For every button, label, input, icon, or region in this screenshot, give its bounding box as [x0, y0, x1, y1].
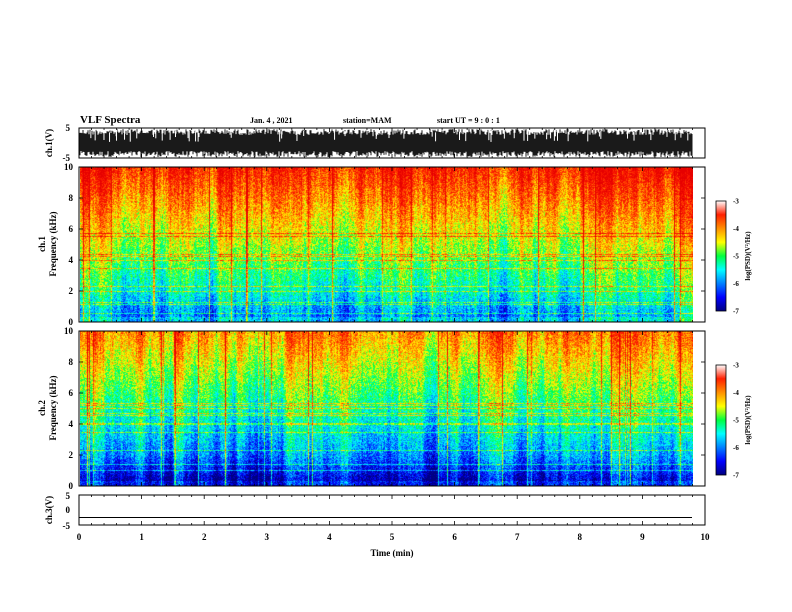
ch2-spectrogram-ylabel-channel: ch.2	[37, 400, 47, 416]
x-tick-label: 6	[452, 532, 457, 542]
colorbar-tick-label: -3	[733, 362, 739, 370]
x-tick-label: 8	[578, 532, 583, 542]
time-axis-label: Time (min)	[370, 548, 413, 558]
x-tick-label: 0	[77, 532, 82, 542]
ch3-waveform-panel: 5 0 -5 ch.3(V)	[44, 491, 706, 531]
ch2-spectrogram-panel: 0 2 4 6 8 10 ch.2 Frequency (kHz)	[37, 326, 706, 491]
ch2-spectrogram-image	[80, 331, 693, 486]
start-time-label: start UT = 9 : 0 : 1	[437, 116, 500, 125]
ch1-waveform-ylabel: ch.1(V)	[44, 129, 54, 157]
x-tick-label: 7	[515, 532, 520, 542]
ch1-spectrogram-panel: 0 2 4 6 8 10 ch.1 Frequency (kHz)	[37, 162, 706, 327]
y-tick-label: 2	[69, 286, 74, 296]
time-axis-ticks	[78, 128, 706, 525]
ch1-ytick-bottom: -5	[63, 153, 71, 163]
ch1-waveform-signal	[79, 129, 693, 157]
ch1-spectrogram-ylabel-channel: ch.1	[37, 236, 47, 252]
ch2-colorbar-label: log(PSD)(V²/Hz)	[744, 395, 752, 445]
ch2-colorbar-ticks: -3 -4 -5 -6 -7	[733, 362, 739, 480]
y-tick-label: 4	[69, 255, 74, 265]
ch3-waveform-frame	[78, 494, 706, 526]
figure-title: VLF Spectra	[80, 114, 141, 126]
colorbar-tick-label: -7	[733, 472, 739, 480]
ch1-spectrogram-yticks: 0 2 4 6 8 10	[64, 162, 705, 327]
x-tick-label: 10	[701, 532, 711, 542]
y-tick-label: 6	[69, 224, 74, 234]
colorbar-tick-label: -6	[733, 444, 739, 452]
ch1-waveform-panel: 5 -5 ch.1(V)	[44, 123, 706, 163]
ch1-colorbar-label: log(PSD)(V²/Hz)	[744, 231, 752, 281]
ch1-colorbar: -3 -4 -5 -6 -7 log(PSD)(V²/Hz)	[715, 198, 752, 316]
x-tick-label: 5	[390, 532, 395, 542]
x-tick-label: 4	[327, 532, 332, 542]
ch3-ytick-mid: 0	[66, 505, 71, 515]
y-tick-label: 8	[69, 193, 74, 203]
date-label: Jan. 4 , 2021	[250, 116, 292, 125]
ch2-colorbar-gradient	[716, 365, 726, 475]
y-tick-label: 2	[69, 450, 74, 460]
ch3-ytick-top: 5	[66, 491, 71, 501]
y-tick-label: 10	[64, 162, 74, 172]
colorbar-tick-label: -5	[733, 253, 739, 261]
y-tick-label: 0	[69, 481, 74, 491]
time-axis-tick-labels: 0 1 2 3 4 5 6 7 8 9 10	[77, 532, 710, 542]
ch1-colorbar-ticks: -3 -4 -5 -6 -7	[733, 198, 739, 316]
colorbar-tick-label: -6	[733, 280, 739, 288]
colorbar-tick-label: -7	[733, 308, 739, 316]
ch2-spectrogram-yticks: 0 2 4 6 8 10	[64, 326, 705, 491]
colorbar-tick-label: -5	[733, 417, 739, 425]
ch1-waveform-trace	[79, 129, 693, 157]
ch1-colorbar-gradient	[716, 201, 726, 311]
ch2-colorbar: -3 -4 -5 -6 -7 log(PSD)(V²/Hz)	[715, 362, 752, 480]
ch3-ytick-bottom: -5	[63, 521, 71, 531]
station-label: station=MAM	[343, 116, 392, 125]
x-tick-label: 3	[265, 532, 270, 542]
y-tick-label: 10	[64, 326, 74, 336]
ch2-spectrogram-ylabel: Frequency (kHz)	[48, 375, 58, 440]
y-tick-label: 6	[69, 388, 74, 398]
y-tick-label: 0	[69, 317, 74, 327]
ch1-ytick-top: 5	[66, 123, 71, 133]
ch1-spectrogram-ylabel: Frequency (kHz)	[48, 211, 58, 276]
colorbar-tick-label: -4	[733, 389, 739, 397]
x-tick-label: 1	[139, 532, 144, 542]
x-tick-label: 9	[640, 532, 645, 542]
colorbar-tick-label: -3	[733, 198, 739, 206]
colorbar-tick-label: -4	[733, 225, 739, 233]
x-tick-label: 2	[202, 532, 207, 542]
y-tick-label: 4	[69, 419, 74, 429]
ch3-waveform-ylabel: ch.3(V)	[44, 496, 54, 524]
ch1-spectrogram-image	[80, 167, 693, 322]
y-tick-label: 8	[69, 357, 74, 367]
